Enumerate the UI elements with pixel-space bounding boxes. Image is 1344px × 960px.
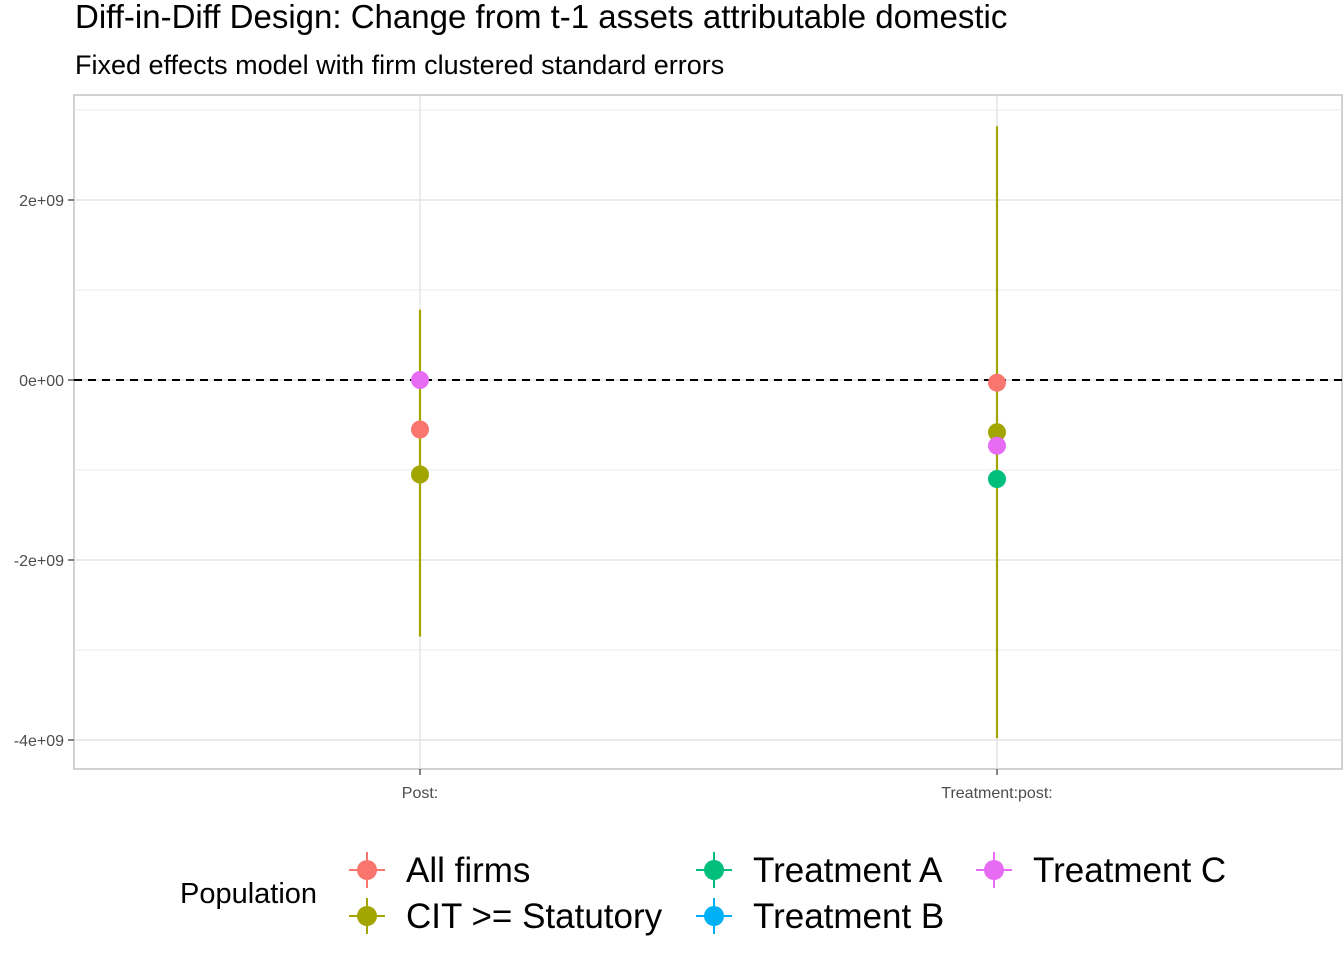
y-tick-label: 2e+09: [19, 193, 64, 210]
legend-key-point: [704, 860, 724, 880]
legend-label: CIT >= Statutory: [406, 897, 663, 936]
chart-subtitle: Fixed effects model with firm clustered …: [75, 50, 724, 80]
legend: Population All firms CIT >= Statutory Trea…: [180, 851, 1226, 936]
x-axis: Post: Treatment:post:: [402, 769, 1053, 802]
data-point: [988, 373, 1006, 392]
y-tick-label: -2e+09: [14, 553, 64, 570]
data-point: [411, 420, 429, 439]
y-tick-label: 0e+00: [19, 373, 64, 390]
legend-key-point: [704, 906, 724, 926]
legend-key-point: [357, 906, 377, 926]
data-point: [988, 436, 1006, 455]
data-point: [988, 470, 1006, 488]
x-tick-label: Treatment:post:: [941, 785, 1052, 802]
legend-key-point: [984, 860, 1004, 880]
legend-key-point: [357, 860, 377, 880]
chart-title: Diff-in-Diff Design: Change from t-1 ass…: [75, 0, 1007, 35]
data-point: [411, 465, 429, 484]
y-tick-label: -4e+09: [14, 733, 64, 750]
legend-label: Treatment C: [1033, 851, 1226, 890]
legend-title: Population: [180, 878, 317, 910]
x-tick-label: Post:: [402, 785, 438, 802]
legend-label: All firms: [406, 851, 530, 890]
data-point: [988, 423, 1006, 442]
y-axis: 2e+09 0e+00 -2e+09 -4e+09: [14, 193, 74, 750]
plot-panel: [73, 94, 1343, 770]
legend-label: Treatment B: [753, 897, 944, 936]
data-point: [411, 371, 429, 389]
data-points: [411, 371, 1006, 488]
legend-label: Treatment A: [753, 851, 943, 890]
